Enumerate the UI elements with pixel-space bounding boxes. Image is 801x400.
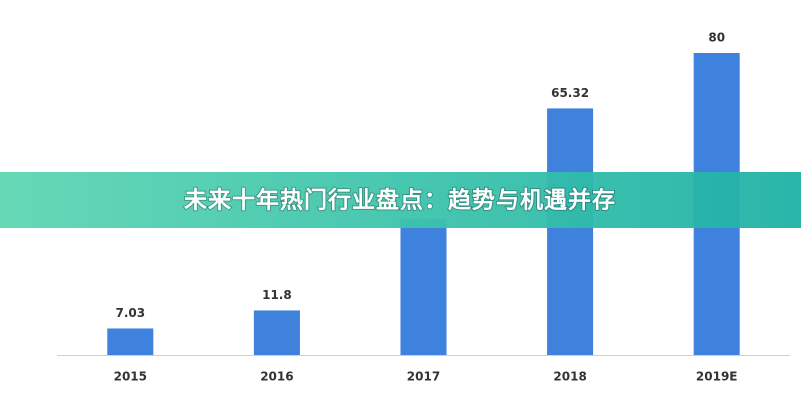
- bar: [253, 310, 300, 355]
- bar: [107, 328, 154, 355]
- bar: [547, 108, 594, 356]
- x-tick-label: 2016: [260, 370, 293, 384]
- chart-title: 未来十年热门行业盘点：趋势与机遇并存: [184, 187, 616, 214]
- x-tick-label: 2017: [407, 370, 440, 384]
- data-label: 80: [708, 31, 725, 45]
- title-banner: [0, 172, 801, 228]
- x-tick-label: 2015: [114, 370, 147, 384]
- x-tick-label: 2018: [553, 370, 586, 384]
- bar: [400, 219, 447, 355]
- data-label: 11.8: [262, 288, 292, 302]
- data-label: 7.03: [115, 306, 145, 320]
- data-label: 65.32: [551, 86, 589, 100]
- x-tick-label: 2019E: [696, 370, 738, 384]
